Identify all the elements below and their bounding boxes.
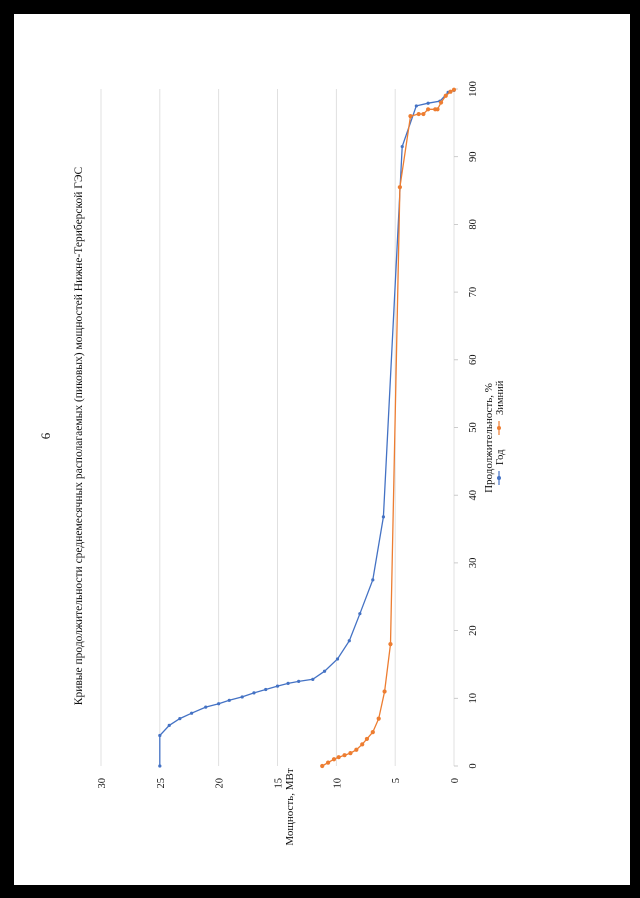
legend-marker-god <box>497 476 501 480</box>
y-axis-label: Мощность, МВт <box>284 768 296 845</box>
document-page: 6 Кривые продолжительности среднемесячны… <box>14 14 630 885</box>
data-point <box>388 642 393 647</box>
data-point <box>414 104 418 108</box>
series-line-1 <box>159 89 455 766</box>
x-tick-label: 100 <box>468 81 479 97</box>
data-point <box>451 87 457 92</box>
data-point <box>408 113 413 119</box>
legend-label-zimniy: Зимний <box>495 380 506 415</box>
data-point <box>264 687 268 692</box>
data-point <box>360 742 365 747</box>
data-point <box>275 684 280 688</box>
data-point <box>448 89 453 94</box>
x-tick-label: 20 <box>468 625 479 636</box>
page-number: 6 <box>38 432 53 439</box>
x-tick-label: 60 <box>468 355 479 366</box>
data-point <box>364 736 370 742</box>
gridlines <box>100 88 458 767</box>
data-point <box>348 751 353 756</box>
data-point <box>227 698 231 702</box>
legend: Год Зимний <box>495 380 506 485</box>
data-point <box>240 695 244 699</box>
y-tick-label: 5 <box>391 778 402 783</box>
data-point <box>297 679 301 683</box>
plot-area: 0 5 10 15 20 25 30 0 10 20 30 40 50 60 70 80 90 100 <box>97 81 479 788</box>
data-point <box>370 730 375 735</box>
legend-label-god: Год <box>495 449 506 465</box>
data-point <box>400 144 404 149</box>
x-tick-label: 0 <box>468 763 479 768</box>
data-point <box>416 111 421 117</box>
x-tick-label: 90 <box>468 151 479 162</box>
legend-marker-zimniy <box>497 426 501 430</box>
data-point <box>435 107 440 112</box>
data-point <box>336 755 341 760</box>
y-tick-labels: 0 5 10 15 20 25 30 <box>97 778 461 789</box>
y-tick-label: 30 <box>97 778 108 789</box>
data-point <box>325 760 331 765</box>
data-point <box>382 689 387 694</box>
data-point <box>354 747 359 752</box>
series-1 <box>158 88 456 768</box>
data-point <box>158 733 162 738</box>
series <box>158 87 457 769</box>
x-axis-label: Продолжительность, % <box>483 383 495 493</box>
data-point <box>167 723 171 727</box>
x-tick-label: 10 <box>468 693 479 704</box>
data-point <box>371 578 375 582</box>
data-point <box>347 639 351 643</box>
chart-title: Кривые продолжительности среднемесячных … <box>73 166 85 705</box>
chart: 6 Кривые продолжительности среднемесячны… <box>38 81 506 846</box>
x-tick-label: 40 <box>468 490 479 501</box>
data-point <box>443 93 448 98</box>
data-point <box>342 753 347 758</box>
data-point <box>286 681 290 686</box>
data-point <box>252 691 256 695</box>
data-point <box>358 612 362 616</box>
data-point <box>178 717 182 721</box>
x-tick-label: 80 <box>468 219 479 230</box>
data-point <box>320 763 325 769</box>
data-point <box>311 677 315 681</box>
x-tick-label: 50 <box>468 422 479 433</box>
y-tick-label: 0 <box>450 778 461 783</box>
data-point <box>190 711 194 715</box>
data-point <box>426 107 431 112</box>
y-tick-label: 15 <box>274 778 285 789</box>
data-point <box>204 705 208 709</box>
data-point <box>158 764 162 768</box>
data-point <box>376 716 381 721</box>
y-tick-label: 10 <box>332 778 343 789</box>
legend-item-zimniy: Зимний <box>495 380 506 435</box>
legend-item-god: Год <box>495 449 506 485</box>
data-point <box>426 101 430 105</box>
data-point <box>217 702 221 706</box>
x-tick-labels: 0 10 20 30 40 50 60 70 80 90 100 <box>468 81 479 769</box>
data-point <box>322 669 327 673</box>
data-point <box>381 515 385 519</box>
x-tick-label: 30 <box>468 558 479 569</box>
data-point <box>421 111 426 117</box>
series-2 <box>320 87 457 769</box>
data-point <box>335 657 340 661</box>
y-tick-label: 20 <box>215 778 226 789</box>
x-tick-label: 70 <box>468 287 479 298</box>
y-tick-label: 25 <box>156 778 167 789</box>
data-point <box>331 757 337 762</box>
data-point <box>397 185 402 190</box>
data-point <box>438 100 444 105</box>
